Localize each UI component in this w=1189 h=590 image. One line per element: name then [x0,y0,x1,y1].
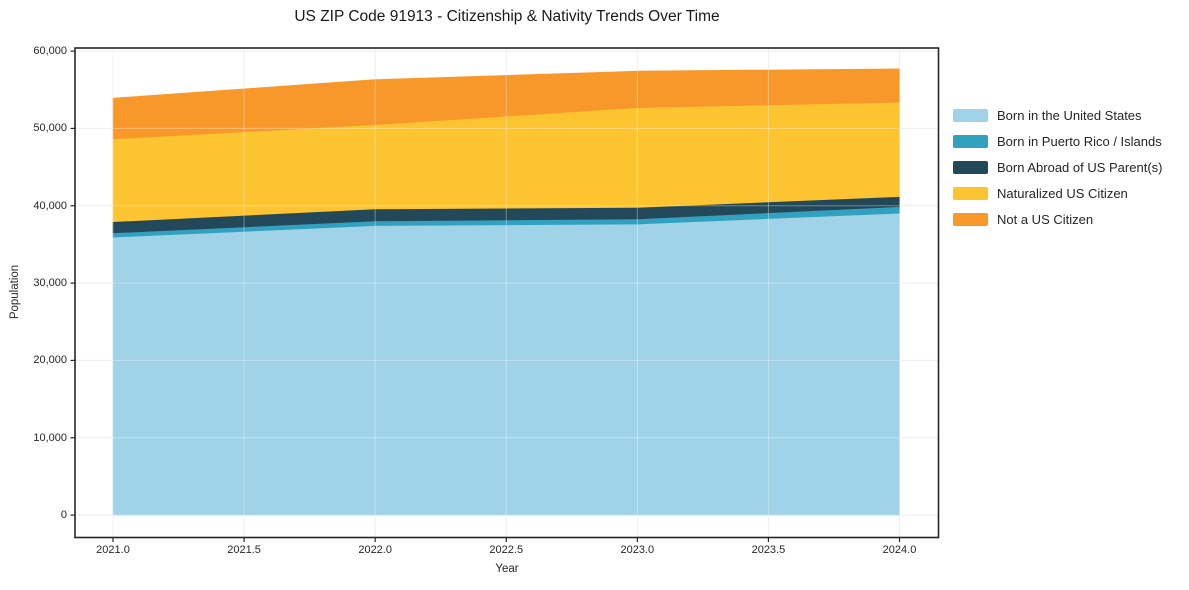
legend-item-naturalized-us-citizen: Naturalized US Citizen [953,180,1162,206]
x-tick-label: 2024.0 [882,544,917,556]
y-tick-label: 10,000 [33,431,67,444]
y-tick-label: 50,000 [33,122,67,135]
x-tick-label: 2023.5 [751,544,786,556]
x-tick-label: 2023.0 [620,544,655,556]
y-tick-label: 0 [60,509,67,522]
legend-swatch [953,186,988,200]
legend-item-born-in-the-united-states: Born in the United States [953,102,1162,128]
y-tick-label: 30,000 [33,277,67,290]
y-tick-label: 20,000 [33,354,67,367]
legend-swatch [953,212,988,226]
legend-item-not-a-us-citizen: Not a US Citizen [953,206,1162,232]
y-tick-label: 40,000 [33,199,67,212]
legend-item-born-abroad-of-us-parent-s: Born Abroad of US Parent(s) [953,154,1162,180]
x-axis-label: Year [495,563,519,575]
y-tick-label: 60,000 [33,45,67,58]
legend-swatch [953,160,988,174]
area-not-a-us-citizen [112,68,900,140]
legend-label: Not a US Citizen [997,211,1094,227]
legend-swatch [953,134,988,148]
x-tick-label: 2022.5 [489,544,524,556]
x-tick-label: 2021.5 [227,544,261,556]
y-axis-label: Population [9,264,21,320]
legend: Born in the United States Born in Puerto … [953,102,1162,232]
legend-swatch [953,108,988,122]
legend-label: Born in the United States [997,107,1142,123]
legend-label: Born Abroad of US Parent(s) [997,159,1163,175]
chart-title: US ZIP Code 91913 - Citizenship & Nativi… [294,8,720,25]
legend-item-born-in-puerto-rico-islands: Born in Puerto Rico / Islands [953,128,1162,154]
legend-label: Born in Puerto Rico / Islands [997,133,1162,149]
legend-label: Naturalized US Citizen [997,185,1128,201]
x-tick-label: 2021.0 [96,544,130,556]
x-tick-label: 2022.0 [358,544,392,556]
